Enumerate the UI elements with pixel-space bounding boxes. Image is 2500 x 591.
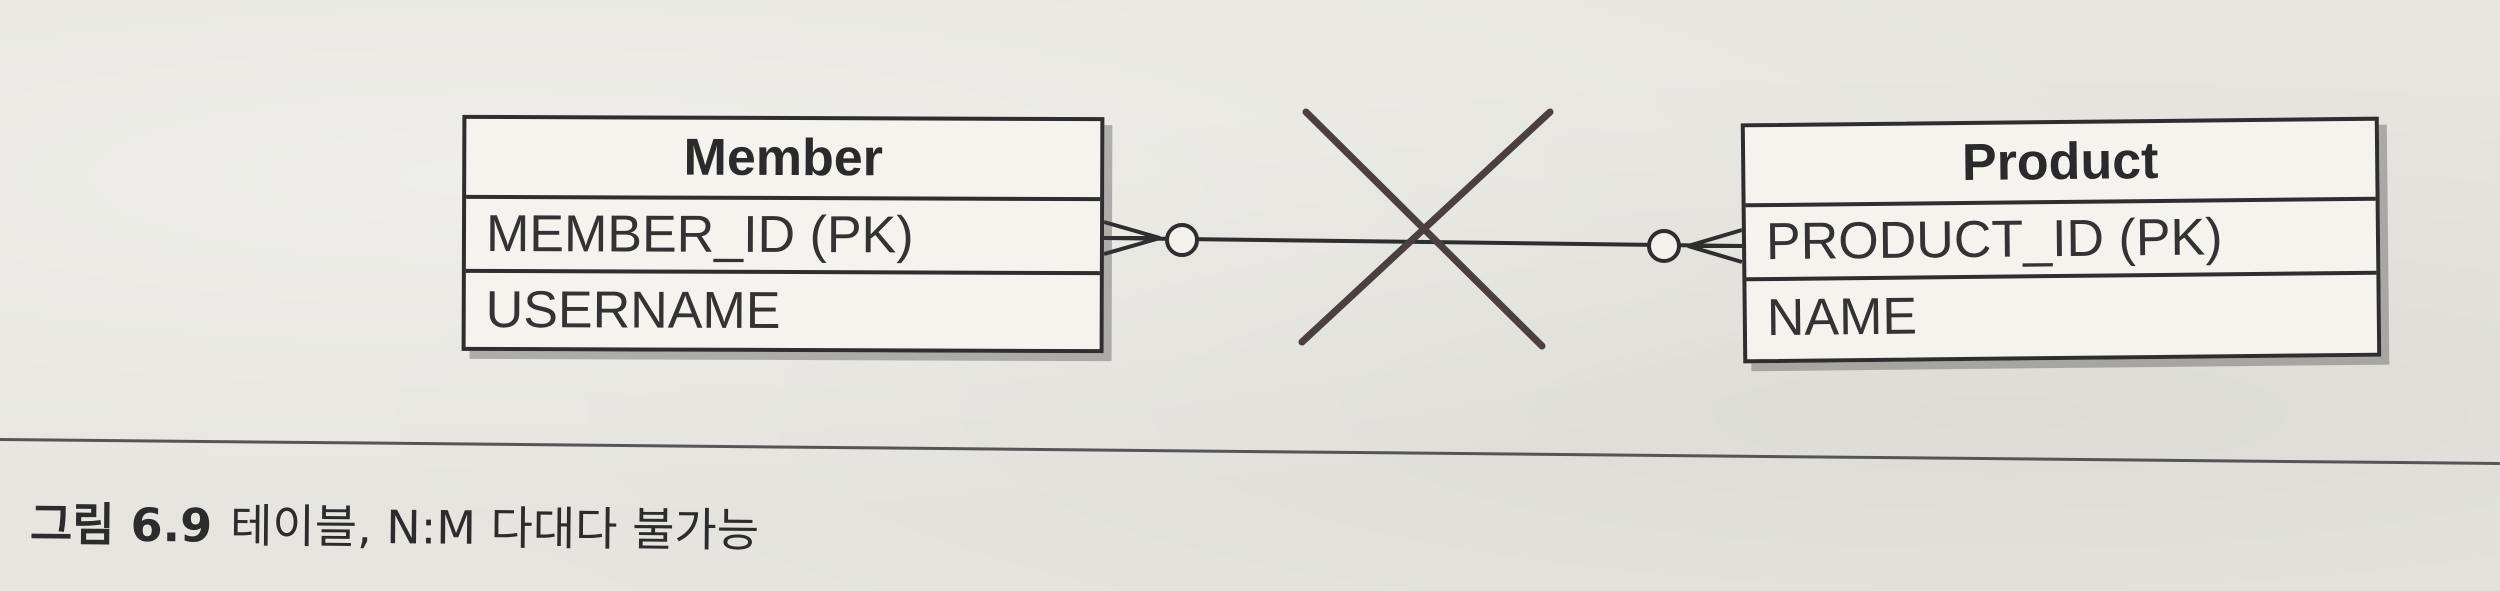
entity-member: Member MEMBER_ID (PK) USERNAME [461,114,1105,354]
entity-product-name: Product [1744,120,2376,208]
entity-member-name: Member [466,118,1101,202]
figure-caption-text: 테이블, N:M 다대다 불가능 [229,498,760,558]
relationship-line [1103,236,1743,248]
entity-member-attr-username: USERNAME [485,280,781,340]
entity-member-attr-pk: MEMBER_ID (PK) [465,198,1101,276]
cross-out-mark [1298,108,1554,350]
entity-product-attr-name: NAME [1766,287,1918,348]
figure-caption: 그림 6.9 테이블, N:M 다대다 불가능 [30,488,760,560]
entity-product: Product PRODUCT_ID (PK) NAME [1740,116,2382,364]
optional-circle-member [1165,223,1199,257]
figure-number: 그림 6.9 [29,497,213,553]
crows-foot-member [1103,220,1161,256]
crows-foot-product [1687,228,1743,264]
entity-product-attr-pk: PRODUCT_ID (PK) [1745,200,2377,282]
optional-circle-product [1647,229,1681,263]
